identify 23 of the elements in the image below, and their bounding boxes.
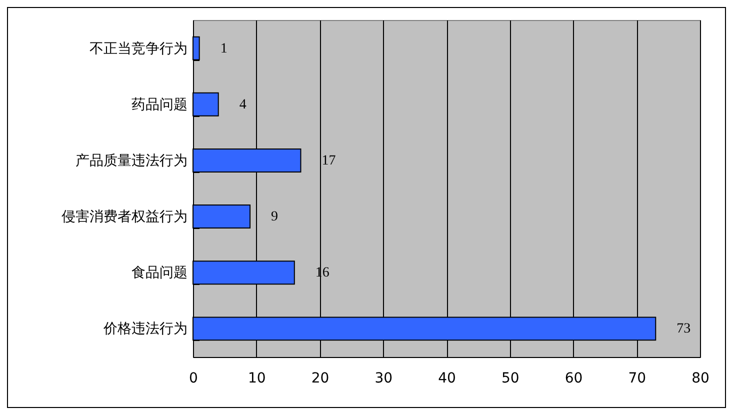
x-tick-label: 60 bbox=[564, 370, 583, 386]
data-label: 1 bbox=[220, 41, 228, 56]
y-tick-label: 产品质量违法行为 bbox=[76, 152, 188, 169]
y-tick-label: 食品问题 bbox=[132, 265, 188, 282]
x-tick-label: 20 bbox=[311, 370, 330, 386]
x-tick-label: 70 bbox=[628, 370, 646, 386]
data-label: 4 bbox=[239, 97, 246, 112]
x-tick-label: 30 bbox=[374, 370, 393, 386]
x-tick-label: 40 bbox=[438, 370, 456, 386]
y-tick-label: 价格违法行为 bbox=[102, 321, 188, 338]
y-tick-label: 药品问题 bbox=[132, 96, 188, 113]
y-tick-label: 不正当竞争行为 bbox=[90, 40, 188, 57]
data-label: 17 bbox=[322, 153, 336, 168]
bar bbox=[192, 92, 219, 116]
x-tick-label: 50 bbox=[501, 370, 520, 386]
y-tick-label: 侵害消费者权益行为 bbox=[62, 209, 188, 226]
x-tick-label: 10 bbox=[248, 370, 266, 386]
bar bbox=[192, 204, 251, 229]
data-label: 9 bbox=[271, 210, 278, 225]
data-label: 73 bbox=[676, 322, 691, 337]
bar bbox=[192, 36, 200, 60]
x-tick-label: 0 bbox=[189, 370, 198, 386]
x-tick-label: 80 bbox=[692, 370, 710, 386]
